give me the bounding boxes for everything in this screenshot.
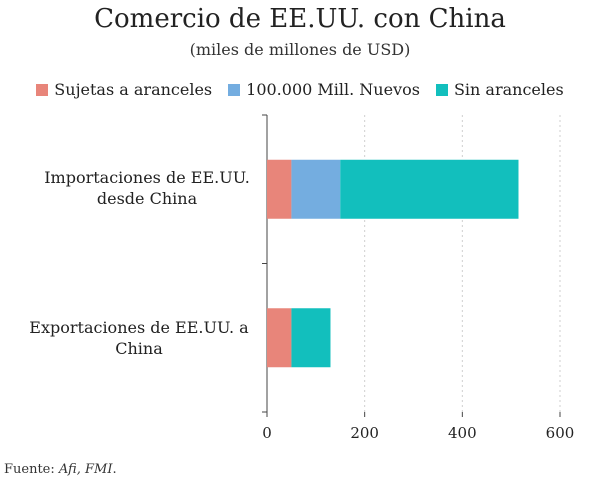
legend-item-nuevos: 100.000 Mill. Nuevos (228, 80, 420, 99)
bar-0-series-0 (267, 159, 292, 219)
x-tick-label-0: 0 (262, 424, 272, 442)
x-tick-label-400: 400 (448, 424, 477, 442)
x-tick-label-200: 200 (350, 424, 379, 442)
legend-swatch-sin-aranceles (435, 83, 448, 96)
legend: Sujetas a aranceles 100.000 Mill. Nuevos… (0, 80, 600, 99)
legend-swatch-sujetas (36, 83, 49, 96)
source-suffix: . (112, 462, 117, 477)
bar-0-series-2 (340, 159, 519, 219)
source-prefix: Fuente: (4, 462, 59, 477)
bar-0-series-1 (291, 159, 341, 219)
source-name: Afi, FMI (58, 462, 113, 477)
category-label-exportaciones: Exportaciones de EE.UU. a China (29, 318, 249, 358)
legend-label-sin-aranceles: Sin aranceles (453, 80, 564, 99)
bar-1-series-2 (291, 308, 331, 368)
legend-item-sujetas: Sujetas a aranceles (36, 80, 212, 99)
category-label-importaciones: Importaciones de EE.UU. desde China (44, 168, 250, 208)
legend-label-nuevos: 100.000 Mill. Nuevos (246, 80, 420, 99)
chart-title: Comercio de EE.UU. con China (94, 4, 506, 34)
legend-label-sujetas: Sujetas a aranceles (54, 80, 213, 99)
legend-swatch-nuevos (228, 83, 241, 96)
chart-subtitle: (miles de millones de USD) (189, 40, 411, 59)
bar-1-series-0 (267, 308, 292, 368)
x-tick-label-600: 600 (546, 424, 575, 442)
source-note: Fuente: Afi, FMI. (4, 462, 117, 477)
legend-item-sin-aranceles: Sin aranceles (435, 80, 564, 99)
